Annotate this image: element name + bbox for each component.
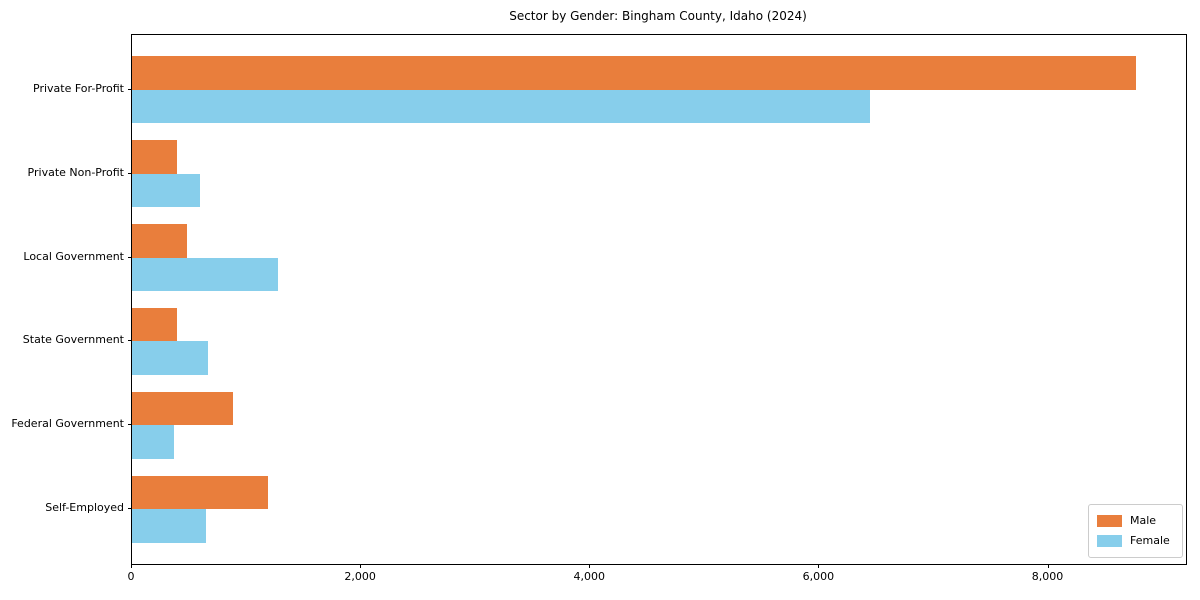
legend-entry-female: Female — [1097, 531, 1170, 551]
bar-male-4 — [132, 391, 233, 426]
bar-female-2 — [132, 257, 279, 292]
y-tick-mark — [128, 88, 132, 90]
y-tick-mark — [128, 424, 132, 426]
bar-male-3 — [132, 307, 177, 342]
x-tick-mark — [818, 564, 820, 568]
y-tick-mark — [128, 340, 132, 342]
y-tick-label: Self-Employed — [45, 501, 124, 515]
chart-title: Sector by Gender: Bingham County, Idaho … — [509, 9, 807, 23]
y-tick-mark — [128, 256, 132, 258]
bar-male-0 — [132, 55, 1136, 90]
legend-swatch-male — [1097, 515, 1122, 527]
bar-female-5 — [132, 509, 206, 543]
legend-entry-male: Male — [1097, 511, 1170, 531]
bar-male-2 — [132, 223, 187, 258]
bar-female-4 — [132, 425, 174, 460]
x-tick-label: 8,000 — [1031, 570, 1064, 583]
x-tick-label: 4,000 — [573, 570, 606, 583]
y-tick-mark — [128, 172, 132, 174]
x-tick-mark — [1047, 564, 1049, 568]
y-tick-label: State Government — [22, 333, 124, 347]
x-tick-label: 0 — [127, 570, 135, 583]
legend: Male Female — [1088, 504, 1183, 558]
legend-label: Male — [1130, 514, 1157, 527]
y-tick-label: Private Non-Profit — [27, 165, 124, 179]
y-tick-label: Private For-Profit — [33, 81, 124, 95]
bar-male-5 — [132, 475, 269, 510]
x-tick-mark — [131, 564, 132, 568]
x-tick-label: 2,000 — [344, 570, 376, 583]
legend-swatch-female — [1097, 535, 1122, 547]
bar-female-1 — [132, 173, 201, 208]
bar-male-1 — [132, 139, 177, 174]
x-tick-mark — [589, 564, 591, 568]
bar-female-0 — [132, 89, 870, 124]
legend-label: Female — [1130, 534, 1170, 547]
y-tick-label: Federal Government — [11, 417, 124, 431]
y-tick-label: Local Government — [23, 249, 124, 263]
x-tick-label: 6,000 — [802, 570, 835, 583]
plot-area — [131, 34, 1187, 565]
x-tick-mark — [360, 564, 362, 568]
y-tick-mark — [128, 508, 132, 510]
bar-female-3 — [132, 341, 208, 376]
